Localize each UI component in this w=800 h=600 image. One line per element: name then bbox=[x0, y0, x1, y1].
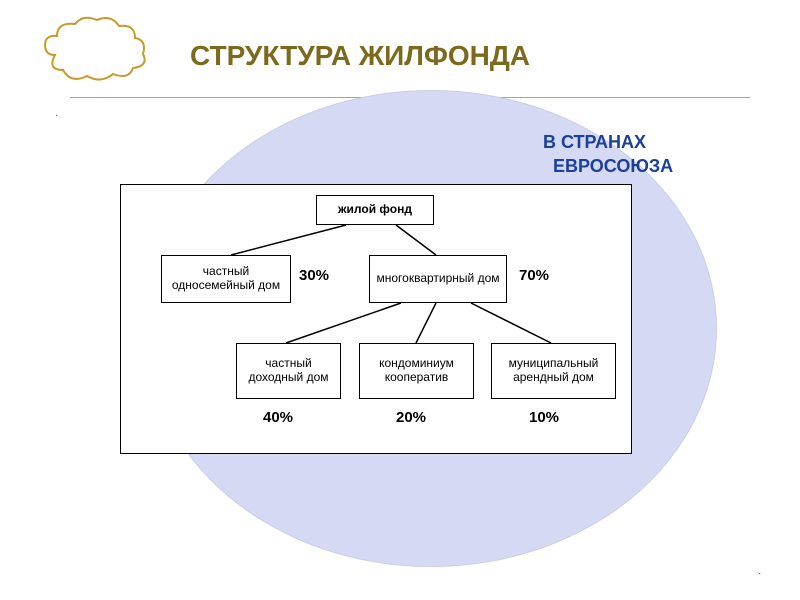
pct-l1-right: 70% bbox=[519, 267, 549, 284]
node-l2-2-label: муниципальный арендный дом bbox=[496, 357, 611, 385]
node-l2-0: частный доходный дом bbox=[236, 343, 341, 399]
node-l2-0-label: частный доходный дом bbox=[241, 357, 336, 385]
node-l2-2: муниципальный арендный дом bbox=[491, 343, 616, 399]
corner-mark-br: · bbox=[758, 568, 761, 579]
pct-l2-0: 40% bbox=[263, 409, 293, 426]
pct-l1-left: 30% bbox=[299, 267, 329, 284]
pct-l2-1: 20% bbox=[396, 409, 426, 426]
pct-l2-2: 10% bbox=[529, 409, 559, 426]
node-root-label: жилой фонд bbox=[338, 203, 412, 217]
cloud-icon bbox=[35, 10, 155, 90]
subtitle-line2: ЕВРОСОЮЗА bbox=[543, 154, 673, 178]
slide-title: СТРУКТУРА ЖИЛФОНДА bbox=[190, 40, 530, 72]
subtitle-line1: В СТРАНАХ bbox=[543, 130, 673, 154]
corner-mark-tl: · bbox=[55, 110, 58, 121]
node-l1-left-label: частный односемейный дом bbox=[166, 265, 286, 293]
subtitle: В СТРАНАХ ЕВРОСОЮЗА bbox=[543, 130, 673, 179]
node-l1-right-label: многоквартирный дом bbox=[377, 272, 500, 286]
node-l2-1: кондоминиум кооператив bbox=[359, 343, 474, 399]
diagram-panel: жилой фонд частный односемейный дом 30% … bbox=[120, 184, 632, 454]
node-l1-left: частный односемейный дом bbox=[161, 255, 291, 303]
node-root: жилой фонд bbox=[316, 195, 434, 225]
node-l2-1-label: кондоминиум кооператив bbox=[364, 357, 469, 385]
node-l1-right: многоквартирный дом bbox=[369, 255, 507, 303]
